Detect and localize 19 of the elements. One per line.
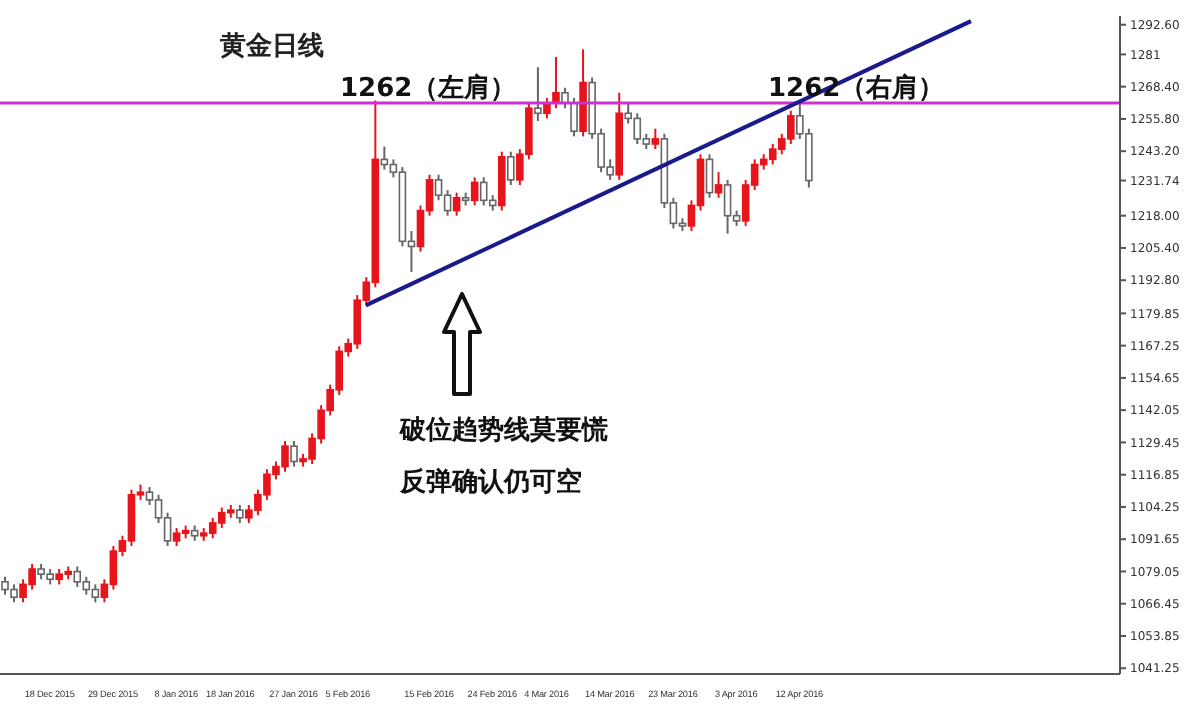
candlestick <box>452 191 461 217</box>
candlestick <box>570 96 578 138</box>
candlestick <box>73 565 82 588</box>
annotation: 破位趋势线莫要慌 <box>400 414 608 448</box>
annotation: 1262（左肩） <box>340 71 517 106</box>
candlestick <box>651 127 660 151</box>
candlestick <box>705 153 714 199</box>
candlestick <box>534 66 542 122</box>
candlestick <box>561 86 569 110</box>
candlestick <box>127 488 136 547</box>
annotation: 反弹确认仍可空 <box>400 465 582 500</box>
candlestick <box>507 150 515 186</box>
candlestick <box>552 55 560 110</box>
candlestick <box>109 544 118 591</box>
candlestick <box>723 178 732 235</box>
candlestick <box>290 440 298 468</box>
candlestick <box>470 176 479 207</box>
text: 黄金日线 <box>220 30 324 64</box>
candlestick <box>714 171 723 199</box>
